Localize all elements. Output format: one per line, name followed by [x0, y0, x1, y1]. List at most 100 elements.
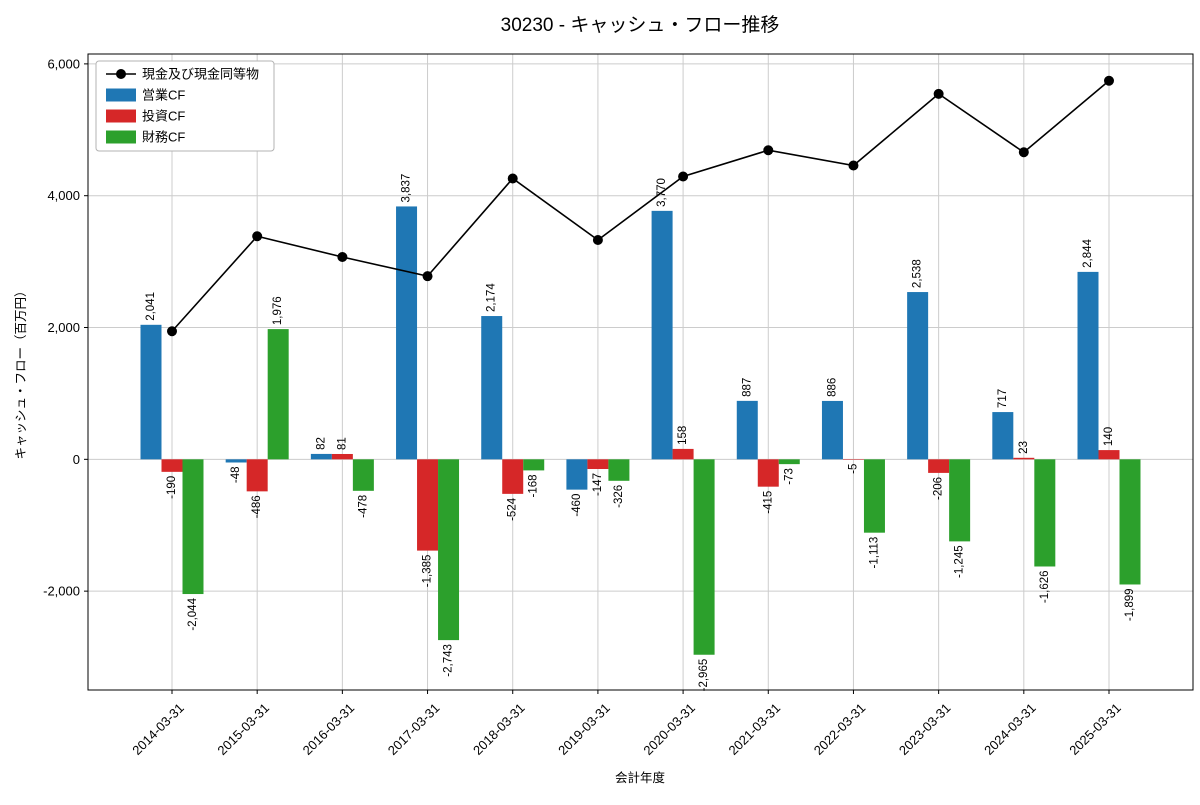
bar-value-label: -206 [933, 477, 945, 500]
bar-value-label: -2,044 [187, 597, 199, 630]
bar-財務CF-2014-03-31 [182, 459, 204, 595]
bar-value-label: -1,245 [954, 545, 966, 578]
bar-value-label: -73 [783, 468, 795, 485]
bar-value-label: -190 [166, 476, 178, 499]
bar-value-label: 82 [315, 437, 327, 450]
bar-財務CF-2024-03-31 [1034, 459, 1056, 567]
y-tick-label: 0 [73, 452, 80, 467]
bar-営業CF-2016-03-31 [310, 453, 332, 460]
legend-label-line: 現金及び現金同等物 [142, 67, 259, 82]
x-tick-label: 2015-03-31 [214, 700, 272, 758]
line-marker-2018-03-31 [507, 173, 518, 184]
legend-swatch-営業CF [106, 88, 136, 102]
x-tick-label: 2025-03-31 [1066, 700, 1124, 758]
bar-value-label: -2,965 [698, 659, 710, 692]
legend-label-営業CF: 営業CF [142, 88, 185, 103]
bar-value-label: 3,837 [401, 174, 413, 203]
x-tick-label: 2024-03-31 [981, 700, 1039, 758]
line-marker-2019-03-31 [592, 234, 603, 245]
y-tick-label: 4,000 [47, 188, 80, 203]
legend-swatch-投資CF [106, 109, 136, 123]
chart-title: 30230 - キャッシュ・フロー推移 [501, 14, 780, 36]
bar-value-label: -1,899 [1124, 588, 1136, 621]
legend-swatch-財務CF [106, 130, 136, 144]
y-tick-label: -2,000 [43, 584, 80, 599]
bar-value-label: 1,976 [272, 296, 284, 325]
x-tick-label: 2016-03-31 [300, 700, 358, 758]
y-axis-label: キャッシュ・フロー（百万円） [14, 284, 28, 459]
cash-equivalents-line [171, 80, 1110, 332]
x-tick-label: 2017-03-31 [385, 700, 443, 758]
bar-value-label: 81 [336, 437, 348, 450]
bar-営業CF-2024-03-31 [992, 412, 1014, 460]
bar-営業CF-2025-03-31 [1077, 271, 1099, 460]
bar-value-label: 140 [1103, 427, 1115, 446]
bar-投資CF-2025-03-31 [1098, 450, 1120, 460]
bar-value-label: 2,041 [145, 292, 157, 321]
bar-value-label: -460 [571, 494, 583, 517]
x-tick-label: 2022-03-31 [811, 700, 869, 758]
x-tick-label: 2014-03-31 [129, 700, 187, 758]
bar-投資CF-2023-03-31 [928, 459, 950, 473]
line-marker-2024-03-31 [1018, 147, 1029, 158]
bar-営業CF-2014-03-31 [140, 324, 162, 460]
bar-投資CF-2019-03-31 [587, 459, 609, 470]
line-marker-2023-03-31 [933, 88, 944, 99]
bar-財務CF-2019-03-31 [608, 459, 630, 481]
line-marker-2016-03-31 [337, 251, 348, 262]
bar-投資CF-2022-03-31 [842, 459, 864, 460]
bar-財務CF-2016-03-31 [352, 459, 374, 491]
bar-value-label: 23 [1018, 441, 1030, 454]
bar-value-label: 2,538 [912, 259, 924, 288]
bar-value-label: -2,743 [443, 644, 455, 677]
bar-投資CF-2017-03-31 [417, 459, 439, 551]
bar-value-label: 2,174 [486, 283, 498, 312]
bar-value-label: 717 [997, 389, 1009, 408]
bar-投資CF-2021-03-31 [757, 459, 779, 487]
bar-value-label: -1,626 [1039, 570, 1051, 603]
bar-営業CF-2015-03-31 [225, 459, 247, 463]
bar-value-label: 158 [677, 426, 689, 445]
bar-value-label: -326 [613, 485, 625, 508]
bar-value-label: -168 [528, 474, 540, 497]
legend-box [95, 60, 275, 152]
bar-value-label: -147 [592, 473, 604, 496]
line-marker-2020-03-31 [678, 171, 689, 182]
bar-投資CF-2018-03-31 [502, 459, 524, 494]
bar-value-label: -415 [762, 491, 774, 514]
bar-財務CF-2015-03-31 [267, 329, 289, 460]
bar-投資CF-2016-03-31 [331, 453, 353, 460]
bar-投資CF-2020-03-31 [672, 448, 694, 460]
bar-value-label: 887 [741, 378, 753, 397]
bar-value-label: -524 [507, 497, 519, 521]
bar-営業CF-2019-03-31 [566, 459, 588, 490]
line-marker-2014-03-31 [167, 326, 177, 337]
bar-営業CF-2022-03-31 [821, 400, 843, 460]
x-tick-label: 2019-03-31 [555, 700, 613, 758]
bar-財務CF-2023-03-31 [949, 459, 971, 542]
bar-value-label: -478 [357, 495, 369, 518]
y-tick-label: 2,000 [47, 320, 80, 335]
bar-投資CF-2015-03-31 [246, 459, 268, 492]
bar-営業CF-2020-03-31 [651, 210, 673, 460]
x-tick-label: 2020-03-31 [640, 700, 698, 758]
bar-value-label: -48 [230, 466, 242, 483]
bar-value-label: -5 [847, 464, 859, 474]
bar-value-label: -486 [251, 495, 263, 518]
bar-財務CF-2025-03-31 [1119, 459, 1141, 585]
bar-営業CF-2023-03-31 [907, 292, 929, 460]
bar-value-label: 886 [826, 378, 838, 397]
bar-財務CF-2022-03-31 [863, 459, 885, 533]
bar-財務CF-2017-03-31 [438, 459, 460, 641]
x-tick-label: 2018-03-31 [470, 700, 528, 758]
x-tick-label: 2023-03-31 [896, 700, 954, 758]
line-marker-2022-03-31 [848, 160, 859, 171]
plot-border [87, 53, 1194, 691]
x-axis-label: 会計年度 [615, 770, 666, 785]
bar-営業CF-2017-03-31 [396, 206, 418, 460]
line-marker-2015-03-31 [252, 231, 263, 242]
